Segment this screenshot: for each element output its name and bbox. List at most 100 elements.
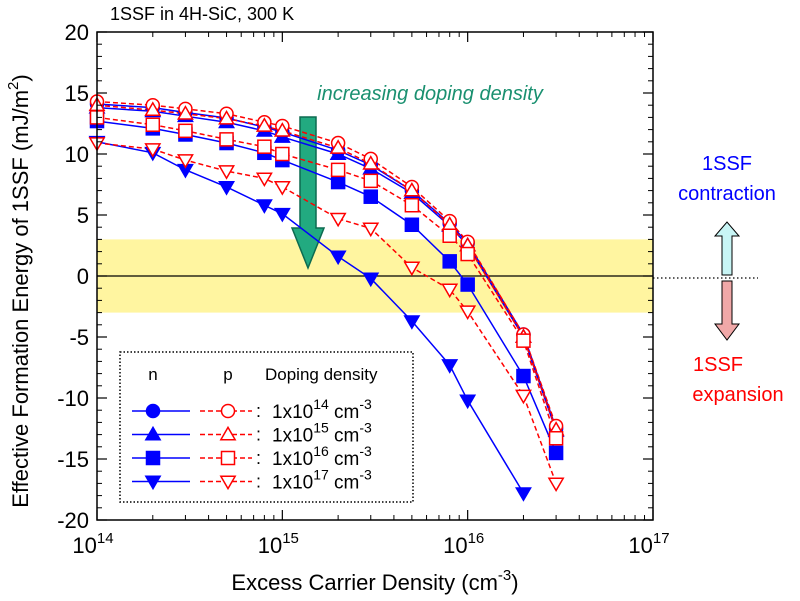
legend-label-unit: cm (329, 473, 360, 494)
point (275, 146, 290, 162)
y-tick-label: 10 (65, 142, 89, 167)
y-axis-label: Effective Formation Energy of 1SSF (mJ/m… (5, 74, 33, 507)
point (218, 180, 235, 196)
legend-box (119, 351, 414, 503)
point (176, 154, 194, 169)
point (516, 333, 531, 348)
legend-label-unit: cm (329, 449, 360, 470)
y-axis-label-text: Effective Formation Energy of 1SSF (mJ/m (8, 90, 33, 508)
point (363, 173, 379, 189)
point (144, 101, 162, 117)
point (515, 487, 532, 502)
x-tick-label: 1015 (258, 530, 299, 558)
point (219, 132, 234, 147)
legend-separator: : (256, 401, 261, 421)
point (329, 250, 347, 266)
point (330, 162, 346, 178)
x-tick-base: 10 (258, 533, 282, 558)
legend-label-unit-exp: -3 (359, 396, 372, 412)
legend-separator: : (256, 425, 261, 445)
point (403, 261, 421, 277)
legend-label-text: 1x10 (272, 473, 313, 494)
point (460, 246, 475, 262)
point (403, 315, 421, 330)
x-tick-label: 1017 (628, 530, 669, 558)
legend-label-unit: cm (329, 402, 360, 423)
y-tick-label: 15 (65, 81, 89, 106)
legend-header: n (148, 365, 157, 384)
contraction-arrow (713, 221, 741, 276)
point (363, 189, 379, 204)
point (441, 359, 459, 374)
y-tick-label: -20 (57, 508, 89, 533)
point (145, 117, 161, 132)
legend-label-exp: 17 (313, 467, 329, 483)
legend-label-text: 1x10 (272, 402, 313, 423)
legend-separator: : (256, 448, 261, 468)
x-tick-base: 10 (628, 533, 652, 558)
x-tick-exponent: 14 (97, 530, 114, 547)
legend-separator: : (256, 472, 261, 492)
arrow-label: increasing doping density (317, 83, 544, 105)
contraction-label: 1SSF (702, 153, 752, 175)
y-tick-label: 20 (65, 20, 89, 45)
point (329, 212, 347, 228)
point (548, 431, 564, 446)
point (144, 143, 162, 158)
legend-label: 1x1017 cm-3 (272, 467, 372, 494)
x-axis-label-after: ) (511, 570, 518, 595)
legend-label: 1x1014 cm-3 (272, 396, 372, 423)
point (255, 117, 273, 132)
x-tick-exponent: 16 (468, 530, 485, 547)
legend-marker (219, 475, 237, 491)
legend-label-unit-exp: -3 (359, 420, 372, 436)
point (547, 477, 565, 493)
legend-marker (220, 403, 236, 419)
legend-header: p (223, 365, 232, 384)
point (548, 445, 564, 461)
point (330, 174, 346, 190)
point (362, 272, 380, 288)
expansion-label: 1SSF (693, 354, 743, 376)
x-tick-exponent: 17 (653, 530, 670, 547)
point (273, 180, 291, 196)
point (273, 122, 291, 137)
point (362, 222, 380, 238)
legend-label-text: 1x10 (272, 426, 313, 447)
y-axis-label-sup: 2 (5, 82, 22, 90)
point (218, 165, 235, 180)
legend-label-text: 1x10 (272, 449, 313, 470)
legend-label: 1x1015 cm-3 (272, 420, 372, 447)
point (459, 305, 477, 321)
legend-label-unit: cm (329, 426, 360, 447)
y-axis-label-after: ) (8, 74, 33, 81)
legend-marker (145, 450, 161, 466)
point (442, 254, 457, 269)
legend-label-unit-exp: -3 (359, 467, 372, 483)
contraction-label: contraction (678, 183, 776, 205)
legend-marker (145, 403, 161, 419)
point (441, 283, 459, 299)
expansion-label: expansion (692, 384, 783, 406)
point (442, 228, 457, 243)
point (176, 105, 194, 120)
legend-label-exp: 15 (313, 420, 329, 436)
point (218, 109, 235, 125)
point (460, 277, 475, 292)
y-tick-label: 5 (77, 203, 89, 228)
legend-label: 1x1016 cm-3 (272, 443, 372, 470)
legend-marker (219, 425, 237, 441)
expansion-arrow (714, 280, 740, 341)
point (255, 172, 273, 188)
y-tick-label: -5 (69, 325, 89, 350)
point (257, 139, 272, 154)
legend-label-exp: 16 (313, 443, 329, 459)
y-tick-label: 0 (77, 264, 89, 289)
point (404, 217, 420, 233)
x-tick-exponent: 15 (282, 530, 299, 547)
x-axis-label-sup: -3 (498, 567, 511, 584)
point (329, 139, 347, 154)
legend-marker (220, 450, 236, 466)
point (516, 368, 531, 384)
